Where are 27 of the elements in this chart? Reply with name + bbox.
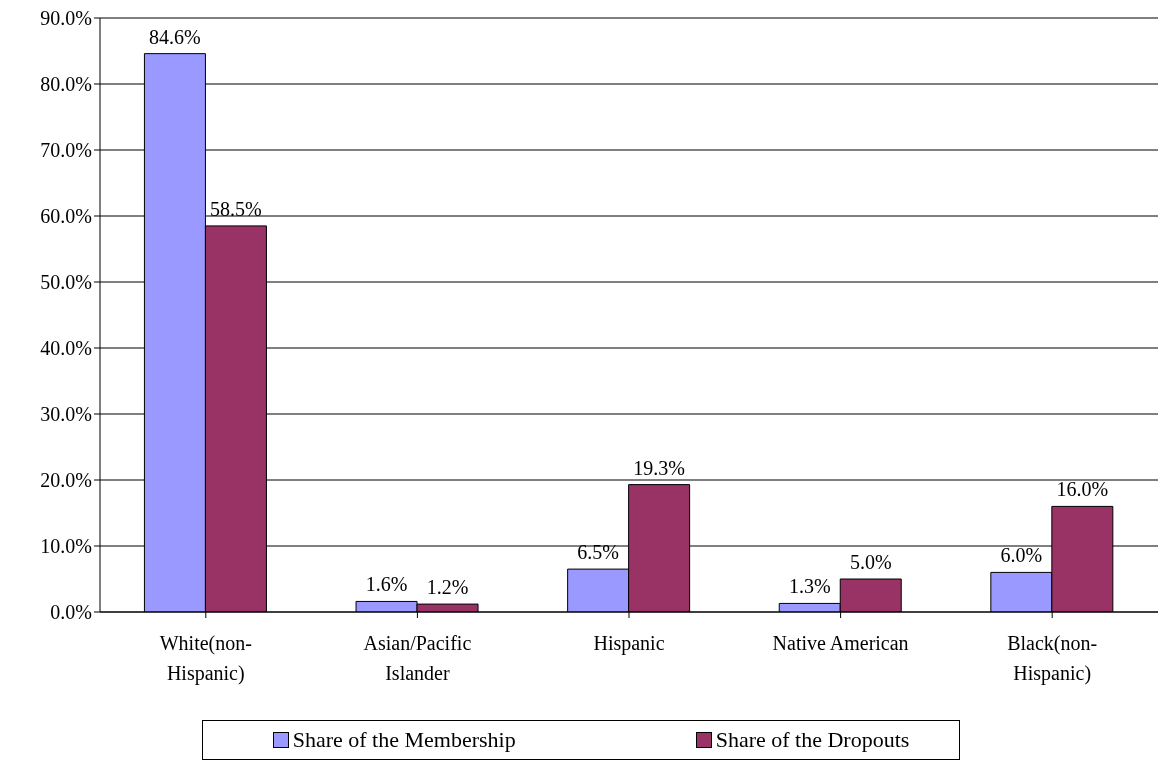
y-tick-label: 20.0% (40, 469, 92, 492)
data-label: 16.0% (1056, 478, 1109, 501)
y-tick-label: 40.0% (40, 337, 92, 360)
data-label: 1.3% (788, 575, 831, 598)
x-tick-label: White(non-Hispanic) (159, 632, 252, 685)
x-tick-label: Asian/Pacific Islander (363, 632, 472, 684)
y-tick-label: 30.0% (40, 403, 92, 426)
data-label: 58.5% (210, 197, 262, 220)
data-label: 1.2% (426, 576, 469, 599)
y-tick-label: 0.0% (50, 601, 92, 624)
legend-label: Share of the Dropouts (714, 727, 910, 753)
data-label: 19.3% (633, 456, 685, 479)
x-tick-label: Black(non-Hispanic) (1007, 632, 1098, 685)
y-tick-label: 50.0% (40, 271, 92, 294)
y-tick-label: 10.0% (40, 535, 92, 558)
data-label: 5.0% (849, 551, 892, 573)
x-tick-label: Native American (772, 632, 909, 654)
data-label: 6.5% (577, 541, 619, 564)
x-tick-label: Hispanic (593, 632, 665, 655)
y-tick-label: 90.0% (40, 7, 92, 30)
y-tick-label: 80.0% (40, 73, 92, 96)
data-label: 6.0% (1000, 544, 1043, 567)
data-label: 1.6% (365, 573, 408, 596)
legend-label: Share of the Membership (291, 727, 516, 753)
y-tick-label: 60.0% (40, 205, 92, 228)
y-tick-label: 70.0% (40, 139, 92, 162)
data-label: 84.6% (149, 25, 201, 48)
